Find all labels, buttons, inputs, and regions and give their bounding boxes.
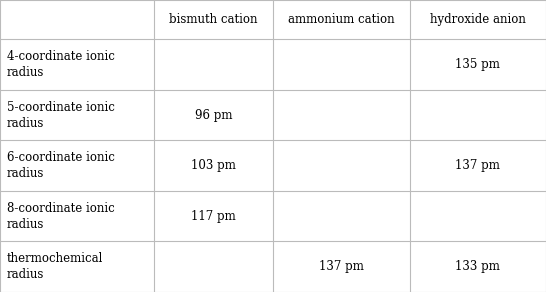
Text: 6-coordinate ionic
radius: 6-coordinate ionic radius <box>7 151 115 180</box>
Text: 117 pm: 117 pm <box>191 210 236 223</box>
Text: hydroxide anion: hydroxide anion <box>430 13 526 26</box>
Text: 137 pm: 137 pm <box>455 159 500 172</box>
Text: 96 pm: 96 pm <box>195 109 232 121</box>
Text: 8-coordinate ionic
radius: 8-coordinate ionic radius <box>7 202 114 231</box>
Text: thermochemical
radius: thermochemical radius <box>7 252 103 281</box>
Text: 137 pm: 137 pm <box>319 260 364 273</box>
Text: bismuth cation: bismuth cation <box>169 13 258 26</box>
Text: 135 pm: 135 pm <box>455 58 500 71</box>
Text: 4-coordinate ionic
radius: 4-coordinate ionic radius <box>7 50 115 79</box>
Text: 103 pm: 103 pm <box>191 159 236 172</box>
Text: 5-coordinate ionic
radius: 5-coordinate ionic radius <box>7 100 115 130</box>
Text: ammonium cation: ammonium cation <box>288 13 395 26</box>
Text: 133 pm: 133 pm <box>455 260 500 273</box>
